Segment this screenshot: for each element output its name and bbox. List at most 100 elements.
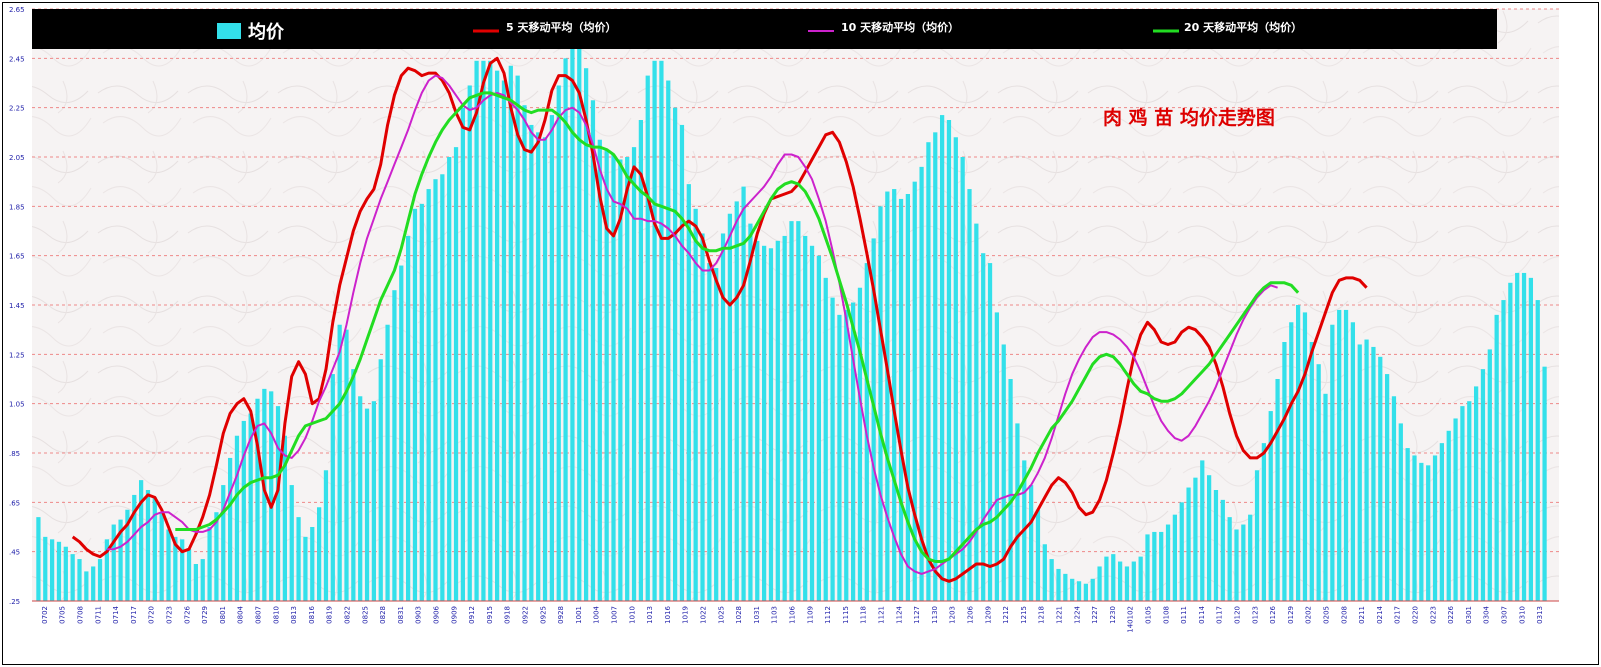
- bar: [871, 238, 876, 601]
- bar: [145, 490, 151, 601]
- bar: [1432, 455, 1438, 601]
- bar: [536, 132, 541, 602]
- bar: [91, 566, 96, 601]
- bar: [262, 388, 267, 601]
- x-tick-label: 1221: [1056, 606, 1064, 624]
- bar: [775, 240, 780, 601]
- bar: [132, 494, 137, 601]
- y-tick-label: 1.85: [9, 203, 25, 211]
- x-tick-label: 0702: [41, 606, 49, 624]
- x-tick-label: 1230: [1109, 606, 1117, 624]
- x-tick-label: 1124: [895, 605, 903, 623]
- bar: [392, 290, 397, 601]
- y-tick-label: 2.25: [9, 105, 25, 113]
- x-tick-label: 1218: [1038, 606, 1046, 624]
- x-tick-label: 0726: [183, 605, 191, 623]
- bar: [56, 541, 62, 601]
- chart-title: 肉 鸡 苗 均价走势图: [1103, 106, 1275, 129]
- bar: [1460, 406, 1465, 601]
- x-tick-label: 0105: [1145, 606, 1153, 624]
- bar: [1200, 460, 1205, 601]
- bar: [494, 70, 500, 601]
- bar: [727, 213, 733, 601]
- bar: [1535, 300, 1540, 601]
- bar: [1419, 462, 1424, 601]
- x-tick-label: 1010: [628, 606, 636, 624]
- x-tick-label: 0915: [486, 606, 494, 624]
- bar: [1521, 272, 1527, 601]
- bar: [652, 60, 657, 602]
- bar: [1501, 300, 1506, 601]
- bar: [426, 189, 431, 602]
- bar: [399, 265, 404, 601]
- bar: [1384, 374, 1390, 601]
- bar: [1446, 430, 1451, 601]
- bar: [1035, 509, 1041, 601]
- bar: [755, 240, 760, 601]
- x-tick-label: 1106: [789, 605, 797, 623]
- bar: [1042, 544, 1047, 601]
- bar: [1138, 556, 1143, 601]
- bar: [275, 406, 281, 601]
- bar: [666, 80, 671, 602]
- bar: [939, 115, 945, 602]
- ma5-line: [71, 56, 1368, 583]
- bar: [378, 359, 383, 601]
- bar: [1104, 556, 1109, 601]
- x-tick-label: 0114: [1198, 605, 1206, 623]
- x-tick-label: 1019: [682, 606, 690, 624]
- bar: [1439, 443, 1445, 601]
- bar: [1350, 322, 1356, 601]
- bar: [323, 470, 329, 601]
- x-tick-label: 0928: [557, 606, 565, 624]
- bar: [1145, 534, 1150, 601]
- bar: [1083, 583, 1089, 601]
- bar: [440, 174, 445, 601]
- bar: [385, 324, 390, 601]
- bar: [1254, 470, 1260, 601]
- bar: [1391, 396, 1397, 601]
- x-tick-label: 1206: [967, 605, 975, 623]
- x-tick-label: 1227: [1091, 606, 1099, 624]
- x-tick-label: 0714: [112, 605, 120, 623]
- x-tick-label: 0711: [94, 606, 102, 624]
- x-tick-label: 1007: [611, 606, 619, 624]
- bar: [1193, 477, 1198, 601]
- x-tick-label: 0313: [1536, 606, 1544, 624]
- bar: [549, 115, 555, 602]
- bar: [782, 235, 787, 601]
- moving-average-lines: [71, 56, 1368, 583]
- bar: [351, 369, 356, 601]
- bar: [1453, 418, 1458, 601]
- x-tick-label: 1004: [593, 605, 601, 623]
- bar: [241, 420, 246, 601]
- bar: [898, 198, 904, 601]
- bar: [1124, 566, 1130, 601]
- bar: [186, 549, 192, 601]
- bar: [604, 149, 609, 601]
- y-tick-label: 1.45: [9, 302, 25, 310]
- x-tick-label: 0705: [59, 606, 67, 624]
- x-tick-label: 0810: [272, 606, 280, 624]
- x-tick-label: 1112: [824, 606, 832, 624]
- bar: [1357, 344, 1362, 601]
- bar: [515, 75, 520, 602]
- bar: [1015, 423, 1020, 601]
- x-tick-label: 0819: [326, 606, 334, 624]
- bar: [248, 413, 253, 601]
- bar: [1364, 339, 1369, 601]
- bar: [857, 287, 863, 601]
- x-tick-labels: 0702 0705 0708 0711 0714 0717 0720 0723 0726 0729…: [41, 605, 1544, 632]
- bar: [166, 529, 171, 601]
- x-tick-label: 1013: [646, 606, 654, 624]
- x-tick-label: 0717: [130, 606, 138, 624]
- x-tick-label: 0111: [1180, 606, 1188, 624]
- bar: [1473, 386, 1479, 601]
- bar: [1289, 322, 1294, 601]
- legend-label-ma10: 10 天移动平均（均价）: [841, 20, 959, 34]
- bar: [1282, 342, 1287, 601]
- x-tick-label: 1022: [700, 606, 708, 624]
- x-tick-label: 0903: [415, 606, 423, 624]
- bar: [1213, 490, 1219, 601]
- bar: [221, 485, 226, 601]
